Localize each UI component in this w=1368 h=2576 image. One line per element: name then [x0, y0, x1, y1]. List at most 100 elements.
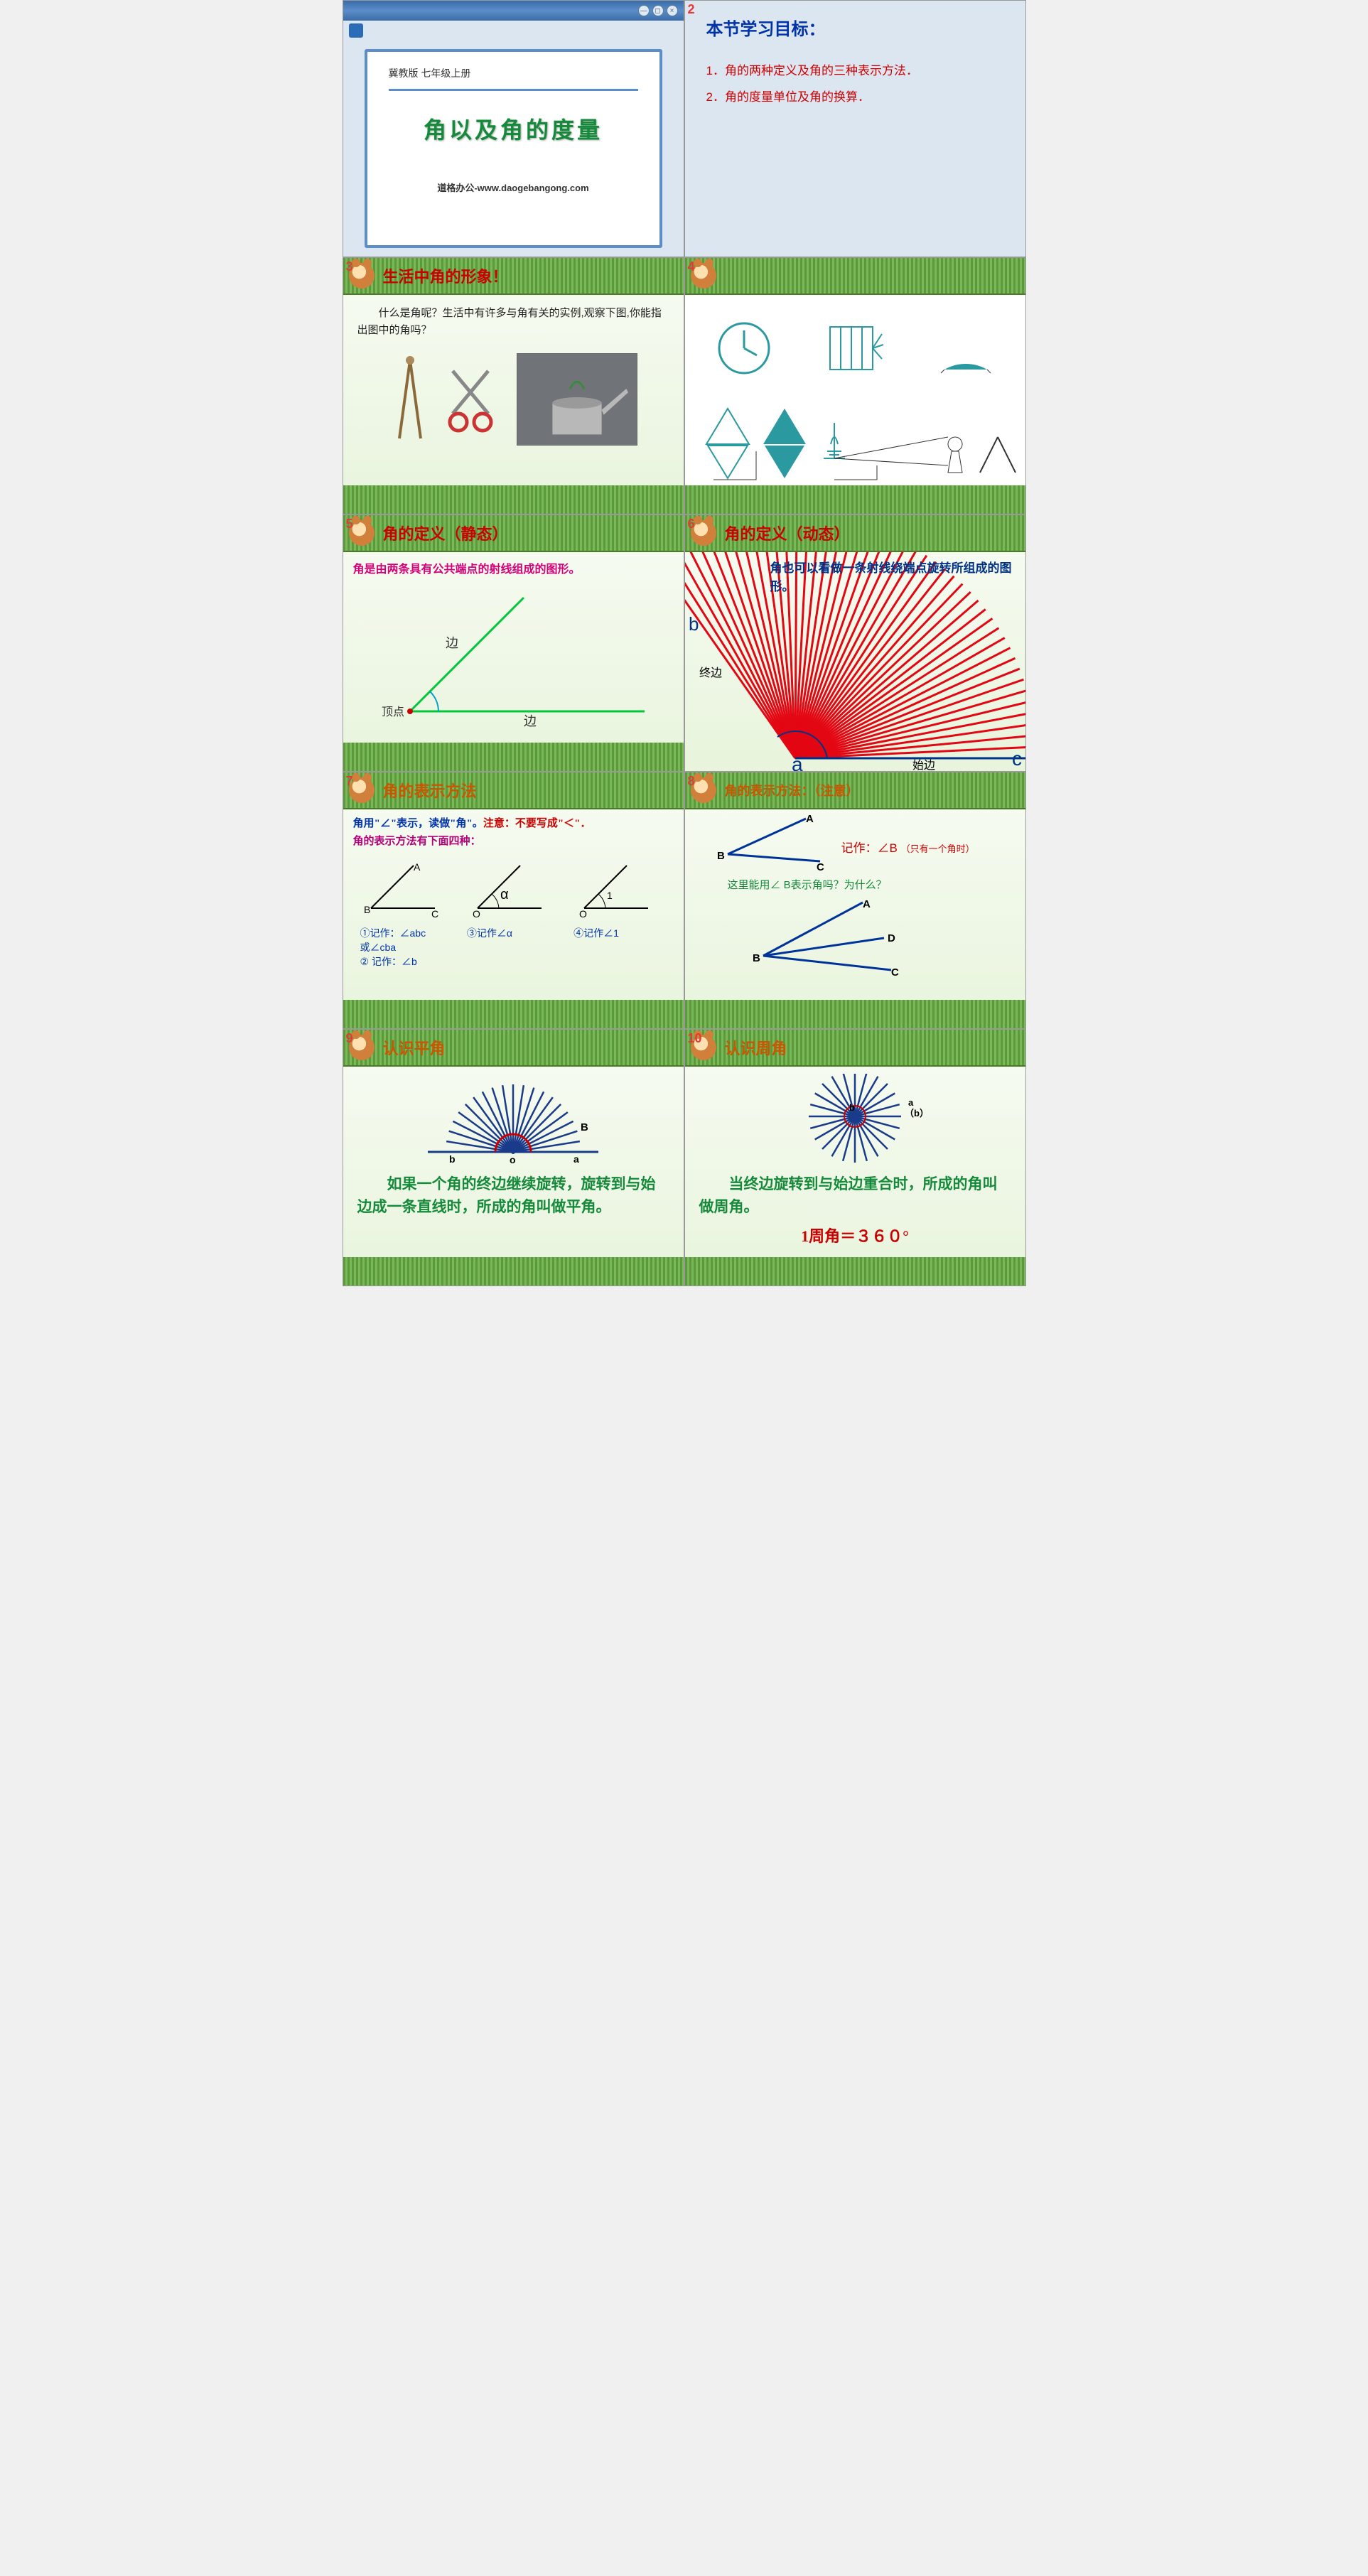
svg-text:a: a [908, 1097, 914, 1108]
slide-9: 9 认识平角 B b o a 如果一个角的终边继续旋转，旋转到与始边成一条直线时… [343, 1029, 684, 1286]
svg-text:B: B [581, 1121, 588, 1133]
full-angle-def: 当终边旋转到与始边重合时，所成的角叫做周角。 [685, 1173, 1025, 1218]
url-text: 道格办公-www.daogebangong.com [389, 180, 638, 194]
slide-number: 2 [688, 2, 695, 17]
svg-text:A: A [806, 815, 814, 825]
method-labels: ①记作：∠abc或∠cba② 记作：∠b ③记作∠α ④记作∠1 [353, 926, 674, 969]
slide-footer [343, 485, 684, 514]
slide-3: 3 生活中角的形象！ 什么是角呢？生活中有许多与角有关的实例,观察下图,你能指出… [343, 257, 684, 514]
question-text: 什么是角呢？生活中有许多与角有关的实例,观察下图,你能指出图中的角吗？ [357, 305, 669, 339]
question-text: 这里能用∠ B表示角吗？为什么？ [728, 877, 1004, 892]
slide-header: 角的定义（动态） [685, 515, 1025, 552]
slide-4: 4 [684, 257, 1026, 514]
svg-text:B: B [753, 952, 760, 964]
straight-angle-def: 如果一个角的终边继续旋转，旋转到与始边成一条直线时，所成的角叫做平角。 [343, 1173, 684, 1218]
section-title: 角的定义（动态） [725, 522, 850, 544]
angle-diagram: 边 边 顶点 [382, 591, 674, 733]
section-title: 角的定义（静态） [383, 522, 508, 544]
objective-2: 2．角的度量单位及角的换算． [706, 87, 1004, 107]
definition-text: 角也可以看做一条射线绕端点旋转所组成的图形。 [770, 559, 1018, 596]
methods-intro: 角的表示方法有下面四种： [353, 833, 674, 848]
svg-text:a: a [573, 1153, 579, 1165]
svg-text:c: c [1012, 748, 1022, 770]
scissors-icon [446, 364, 502, 435]
minimize-icon[interactable]: — [638, 5, 650, 16]
svg-text:D: D [888, 932, 895, 944]
svg-text:C: C [817, 861, 824, 872]
objective-1: 1．角的两种定义及角的三种表示方法． [706, 61, 1004, 80]
slide-10: 10 认识周角 b a （b） 当终边旋转到与始边重合时，所成的角叫做周角。 1… [684, 1029, 1026, 1286]
subtitle: 冀教版 七年级上册 [389, 66, 638, 80]
slide-header: 角的表示方法：（注意） [685, 772, 1025, 809]
logo-icon [349, 23, 363, 38]
slide-footer [685, 1257, 1025, 1286]
slide-number: 10 [688, 1031, 702, 1046]
svg-text:O: O [473, 908, 480, 919]
svg-text:a: a [792, 753, 803, 772]
svg-text:始边: 始边 [912, 759, 935, 772]
section-title: 认识平角 [383, 1036, 446, 1059]
single-angle-diagram: A B C [713, 815, 841, 872]
svg-text:边: 边 [524, 714, 537, 728]
slide-number: 5 [346, 517, 353, 532]
slide-2: 2 本节学习目标： 1．角的两种定义及角的三种表示方法． 2．角的度量单位及角的… [684, 0, 1026, 257]
svg-text:C: C [891, 966, 899, 977]
main-title: 角以及角的度量 [389, 112, 638, 145]
definition-text: 角是由两条具有公共端点的射线组成的图形。 [353, 559, 674, 576]
slide-number: 8 [688, 774, 695, 789]
slide-number: 4 [688, 259, 695, 274]
slide-header: 生活中角的形象！ [343, 258, 684, 295]
notation-text: 角用"∠"表示，读做"角"。注意：不要写成"＜"． [353, 815, 674, 830]
slide-footer [343, 1257, 684, 1286]
rotation-diagram: b 终边 a 始边 c 角也可以看做一条射线绕端点旋转所组成的图形。 [685, 552, 1025, 772]
compass-icon [389, 353, 431, 446]
slide-6: 6 角的定义（动态） b 终边 a 始边 c 角也可以看做一条射线绕端点旋转所组… [684, 514, 1026, 772]
divider [389, 89, 638, 91]
svg-text:α: α [500, 887, 509, 902]
slide-header: 角的表示方法 [343, 772, 684, 809]
straight-angle-diagram: B b o a [343, 1074, 684, 1166]
svg-text:C: C [431, 908, 438, 919]
section-title: 角的表示方法 [383, 779, 477, 802]
slide-number: 3 [346, 259, 353, 274]
svg-text:1: 1 [607, 890, 613, 901]
svg-text:b: b [849, 1102, 855, 1113]
example-images [357, 353, 669, 446]
formula: 1周角＝３６０° [685, 1224, 1025, 1246]
section-title: 角的表示方法：（注意） [725, 781, 859, 799]
notation-diagrams: ABC Oα O1 [353, 862, 674, 919]
svg-text:（b）: （b） [905, 1108, 929, 1119]
slide-7: 7 角的表示方法 角用"∠"表示，读做"角"。注意：不要写成"＜"． 角的表示方… [343, 772, 684, 1029]
svg-text:B: B [717, 850, 725, 862]
slide-number: 9 [346, 1031, 353, 1046]
section-title: 生活中角的形象！ [383, 264, 508, 287]
svg-text:B: B [364, 904, 370, 915]
slide-header: 角的定义（静态） [343, 515, 684, 552]
close-icon[interactable]: × [667, 5, 678, 16]
window-icon [819, 320, 890, 377]
svg-text:终边: 终边 [699, 667, 722, 679]
svg-text:A: A [863, 899, 871, 910]
watering-can-image [517, 353, 637, 446]
slide-footer [685, 1000, 1025, 1028]
svg-text:顶点: 顶点 [382, 706, 404, 718]
svg-text:o: o [510, 1154, 516, 1165]
slide-1: — ◻ × 冀教版 七年级上册 角以及角的度量 道格办公-www.daogeba… [343, 0, 684, 257]
objectives-title: 本节学习目标： [706, 15, 1004, 40]
slide-header: 认识平角 [343, 1030, 684, 1067]
title-bar: — ◻ × [343, 1, 684, 21]
svg-text:O: O [579, 908, 587, 919]
section-title: 认识周角 [725, 1036, 787, 1059]
svg-text:b: b [449, 1153, 456, 1165]
slide-header [685, 258, 1025, 295]
slide-8: 8 角的表示方法：（注意） A B C 记作：∠B （只有一个角时） 这里能用∠ B… [684, 772, 1026, 1029]
slide-footer [343, 1000, 684, 1028]
slide-header: 认识周角 [685, 1030, 1025, 1067]
angle-examples [692, 402, 1019, 494]
slide-5: 5 角的定义（静态） 角是由两条具有公共端点的射线组成的图形。 边 边 顶点 [343, 514, 684, 772]
slide-number: 6 [688, 517, 695, 532]
full-angle-diagram: b a （b） [685, 1074, 1025, 1166]
restore-icon[interactable]: ◻ [652, 5, 664, 16]
svg-text:b: b [689, 613, 699, 635]
notation-b: 记作：∠B （只有一个角时） [841, 838, 1004, 856]
